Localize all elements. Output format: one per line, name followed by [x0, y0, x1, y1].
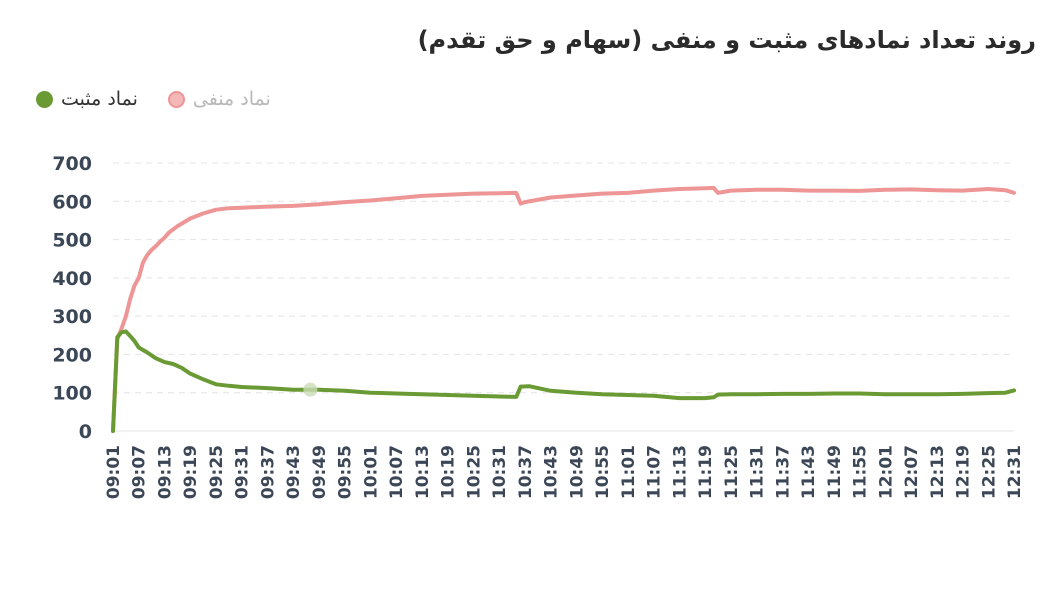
- x-tick-label: 12:31: [1005, 445, 1025, 499]
- x-tick-label: 10:01: [361, 445, 381, 499]
- legend-label-negative: نماد منفی: [192, 88, 271, 110]
- y-tick-label: 600: [52, 191, 92, 213]
- x-tick-label: 10:55: [593, 445, 613, 499]
- x-tick-label: 12:01: [876, 445, 896, 499]
- x-tick-label: 10:13: [413, 445, 433, 499]
- x-tick-label: 11:07: [645, 445, 665, 499]
- x-tick-label: 10:31: [490, 445, 510, 499]
- y-tick-label: 100: [52, 383, 92, 405]
- x-tick-label: 09:25: [207, 445, 227, 499]
- chart-title: روند تعداد نمادهای مثبت و منفی (سهام و ح…: [417, 26, 1036, 54]
- x-tick-label: 10:19: [439, 445, 459, 499]
- x-tick-label: 11:49: [825, 445, 845, 499]
- x-tick-label: 09:19: [181, 445, 201, 499]
- series-line-positive[interactable]: [111, 329, 1016, 433]
- y-tick-label: 200: [52, 344, 92, 366]
- x-tick-label: 11:31: [748, 445, 768, 499]
- x-tick-label: 09:37: [258, 445, 278, 499]
- legend-item-negative[interactable]: نماد منفی: [167, 88, 271, 110]
- x-tick-label: 10:37: [516, 445, 536, 499]
- chart-legend: نماد مثبت نماد منفی: [36, 88, 271, 110]
- x-tick-label: 09:49: [310, 445, 330, 499]
- x-tick-label: 11:43: [799, 445, 819, 499]
- series-line-negative[interactable]: [111, 185, 1016, 433]
- x-tick-label: 12:07: [902, 445, 922, 499]
- x-tick-label: 12:13: [928, 445, 948, 499]
- legend-dot-negative-icon: [167, 90, 185, 108]
- x-tick-label: 09:13: [155, 445, 175, 499]
- x-tick-label: 11:01: [619, 445, 639, 499]
- x-tick-label: 12:19: [954, 445, 974, 499]
- x-tick-label: 10:49: [567, 445, 587, 499]
- x-tick-label: 11:37: [773, 445, 793, 499]
- x-axis-ticks: 09:01 09:07 09:13 09:19 09:25 09:31 09:37 09:43…: [104, 445, 1025, 499]
- x-tick-label: 09:07: [130, 445, 150, 499]
- x-tick-label: 11:25: [722, 445, 742, 499]
- x-tick-label: 09:55: [336, 445, 356, 499]
- x-tick-label: 10:07: [387, 445, 407, 499]
- x-tick-label: 10:25: [464, 445, 484, 499]
- x-tick-label: 09:31: [233, 445, 253, 499]
- y-tick-label: 300: [52, 306, 92, 328]
- y-tick-label: 500: [52, 230, 92, 252]
- series-lines: [111, 185, 1016, 433]
- x-tick-label: 11:55: [851, 445, 871, 499]
- x-tick-label: 12:25: [979, 445, 999, 499]
- legend-dot-positive-icon: [36, 90, 53, 108]
- x-tick-label: 11:13: [670, 445, 690, 499]
- y-tick-label: 0: [79, 421, 92, 443]
- x-tick-label: 09:43: [284, 445, 304, 499]
- legend-label-positive: نماد مثبت: [61, 88, 138, 110]
- y-tick-label: 400: [52, 268, 92, 290]
- x-tick-label: 10:43: [542, 445, 562, 499]
- y-axis-ticks: 0 100 200 300 400 500 600 700: [52, 153, 92, 443]
- x-tick-label: 09:01: [104, 445, 124, 499]
- y-tick-label: 700: [52, 153, 92, 175]
- hover-point-marker[interactable]: [303, 382, 318, 397]
- x-tick-label: 11:19: [696, 445, 716, 499]
- legend-item-positive[interactable]: نماد مثبت: [36, 88, 138, 110]
